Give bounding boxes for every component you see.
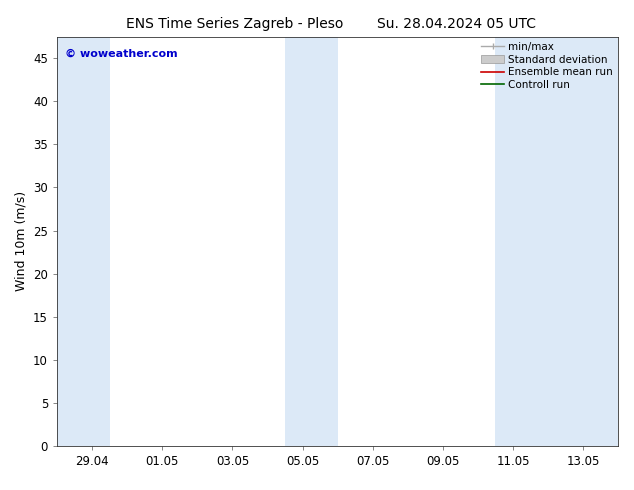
Text: ENS Time Series Zagreb - Pleso: ENS Time Series Zagreb - Pleso bbox=[126, 17, 343, 31]
Bar bbox=[57, 37, 110, 446]
Text: Su. 28.04.2024 05 UTC: Su. 28.04.2024 05 UTC bbox=[377, 17, 536, 31]
Bar bbox=[285, 37, 337, 446]
Bar bbox=[495, 37, 618, 446]
Y-axis label: Wind 10m (m/s): Wind 10m (m/s) bbox=[15, 191, 28, 292]
Text: © woweather.com: © woweather.com bbox=[65, 49, 178, 59]
Legend: min/max, Standard deviation, Ensemble mean run, Controll run: min/max, Standard deviation, Ensemble me… bbox=[479, 40, 615, 92]
